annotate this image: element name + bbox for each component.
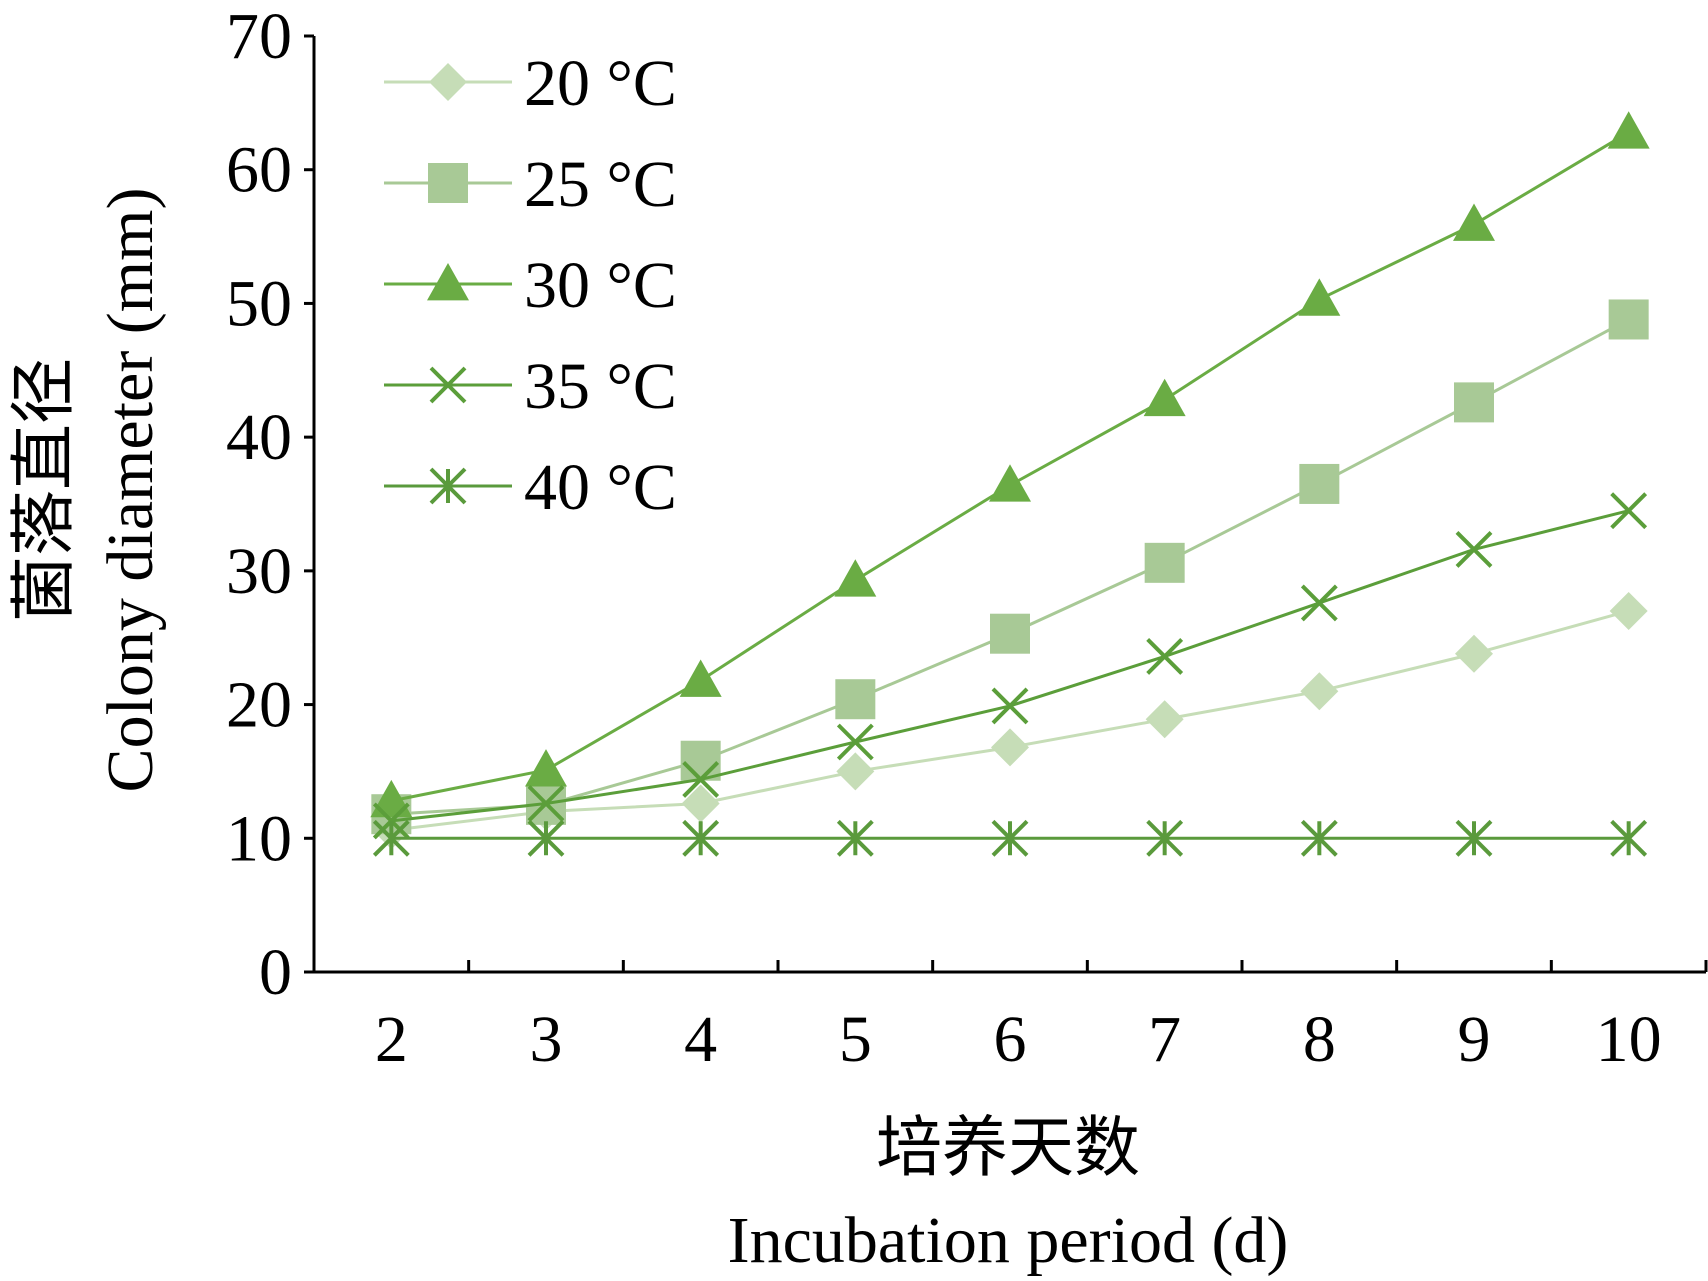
data-point <box>989 464 1031 502</box>
legend-label: 25 °C <box>524 148 677 221</box>
data-point <box>1608 299 1649 340</box>
data-point <box>679 659 722 697</box>
data-point <box>681 784 720 823</box>
x-tick-label: 7 <box>1148 1003 1181 1076</box>
data-point <box>1146 638 1184 675</box>
x-tick-label: 8 <box>1303 1003 1336 1076</box>
data-point <box>1300 584 1338 622</box>
legend-marker <box>429 63 467 101</box>
legend: 20 °C 25 °C 30 °C 35 °C 40 °C <box>384 47 677 524</box>
data-point <box>991 819 1029 857</box>
axes: 0 10 20 30 40 50 60 70 2 3 4 5 6 7 8 9 10 <box>226 0 1708 1076</box>
data-point <box>991 687 1029 725</box>
series-2 <box>370 111 1650 818</box>
series-layer <box>370 111 1650 857</box>
data-point <box>836 752 875 791</box>
series-3 <box>372 492 1648 840</box>
data-point <box>835 679 876 720</box>
legend-marker <box>428 163 468 203</box>
data-point <box>1143 378 1186 417</box>
legend-marker <box>427 263 469 301</box>
data-point <box>1146 819 1184 857</box>
x-tick-label: 5 <box>839 1003 872 1076</box>
x-axis-title-cn: 培养天数 <box>876 1112 1140 1185</box>
y-axis-title: 菌落直径 Colony diameter (mm) <box>8 188 167 793</box>
legend-item: 30 °C <box>384 249 677 322</box>
y-tick-label: 40 <box>226 401 292 474</box>
data-point <box>525 749 567 787</box>
data-point <box>1455 634 1493 673</box>
y-tick-label: 0 <box>259 936 292 1009</box>
y-tick-label: 30 <box>226 535 292 608</box>
data-point <box>1300 819 1338 857</box>
x-axis-title: 培养天数 Incubation period (d) <box>728 1112 1289 1277</box>
data-point <box>1609 591 1648 630</box>
x-tick-label: 6 <box>994 1003 1027 1076</box>
x-axis-title-en: Incubation period (d) <box>728 1204 1289 1277</box>
y-tick-label: 10 <box>226 802 292 875</box>
data-point <box>836 819 874 857</box>
data-point <box>527 819 565 857</box>
data-point <box>682 761 720 798</box>
data-point <box>372 819 410 857</box>
data-point <box>1455 531 1493 568</box>
x-tick-label: 4 <box>684 1003 717 1076</box>
data-point <box>991 728 1029 767</box>
legend-item: 20 °C <box>384 47 677 120</box>
series-line <box>391 509 1630 823</box>
legend-label: 35 °C <box>524 350 677 423</box>
data-point <box>834 559 877 597</box>
data-point <box>1455 819 1493 857</box>
y-tick-label: 50 <box>226 267 292 340</box>
y-axis-title-cn: 菌落直径 <box>8 358 81 622</box>
y-axis-title-en: Colony diameter (mm) <box>94 188 167 793</box>
data-point <box>680 740 721 781</box>
data-point <box>1298 278 1341 316</box>
y-tick-label: 20 <box>226 669 292 742</box>
data-point <box>682 819 720 857</box>
data-point <box>1610 819 1648 857</box>
legend-label: 20 °C <box>524 47 677 120</box>
legend-label: 30 °C <box>524 249 677 322</box>
x-tick-label: 9 <box>1458 1003 1491 1076</box>
legend-item: 35 °C <box>384 350 677 423</box>
x-tick-label: 10 <box>1596 1003 1662 1076</box>
data-point <box>836 723 874 761</box>
data-point <box>1145 700 1184 739</box>
data-point <box>1610 492 1648 530</box>
series-4 <box>372 819 1648 857</box>
legend-marker <box>429 366 467 404</box>
data-point <box>1300 672 1339 711</box>
data-point <box>1144 542 1185 583</box>
legend-marker <box>429 467 467 505</box>
y-tick-label: 70 <box>226 0 292 73</box>
y-tick-label: 60 <box>226 134 292 207</box>
data-point <box>1454 382 1494 423</box>
data-point <box>1453 203 1495 241</box>
x-tick-label: 3 <box>530 1003 563 1076</box>
legend-label: 40 °C <box>524 451 677 524</box>
data-point <box>372 802 410 840</box>
x-tick-label: 2 <box>375 1003 408 1076</box>
data-point <box>1299 463 1340 504</box>
legend-item: 40 °C <box>384 451 677 524</box>
data-point <box>990 613 1030 654</box>
data-point <box>527 785 565 822</box>
legend-item: 25 °C <box>384 148 677 221</box>
data-point <box>1607 111 1650 149</box>
